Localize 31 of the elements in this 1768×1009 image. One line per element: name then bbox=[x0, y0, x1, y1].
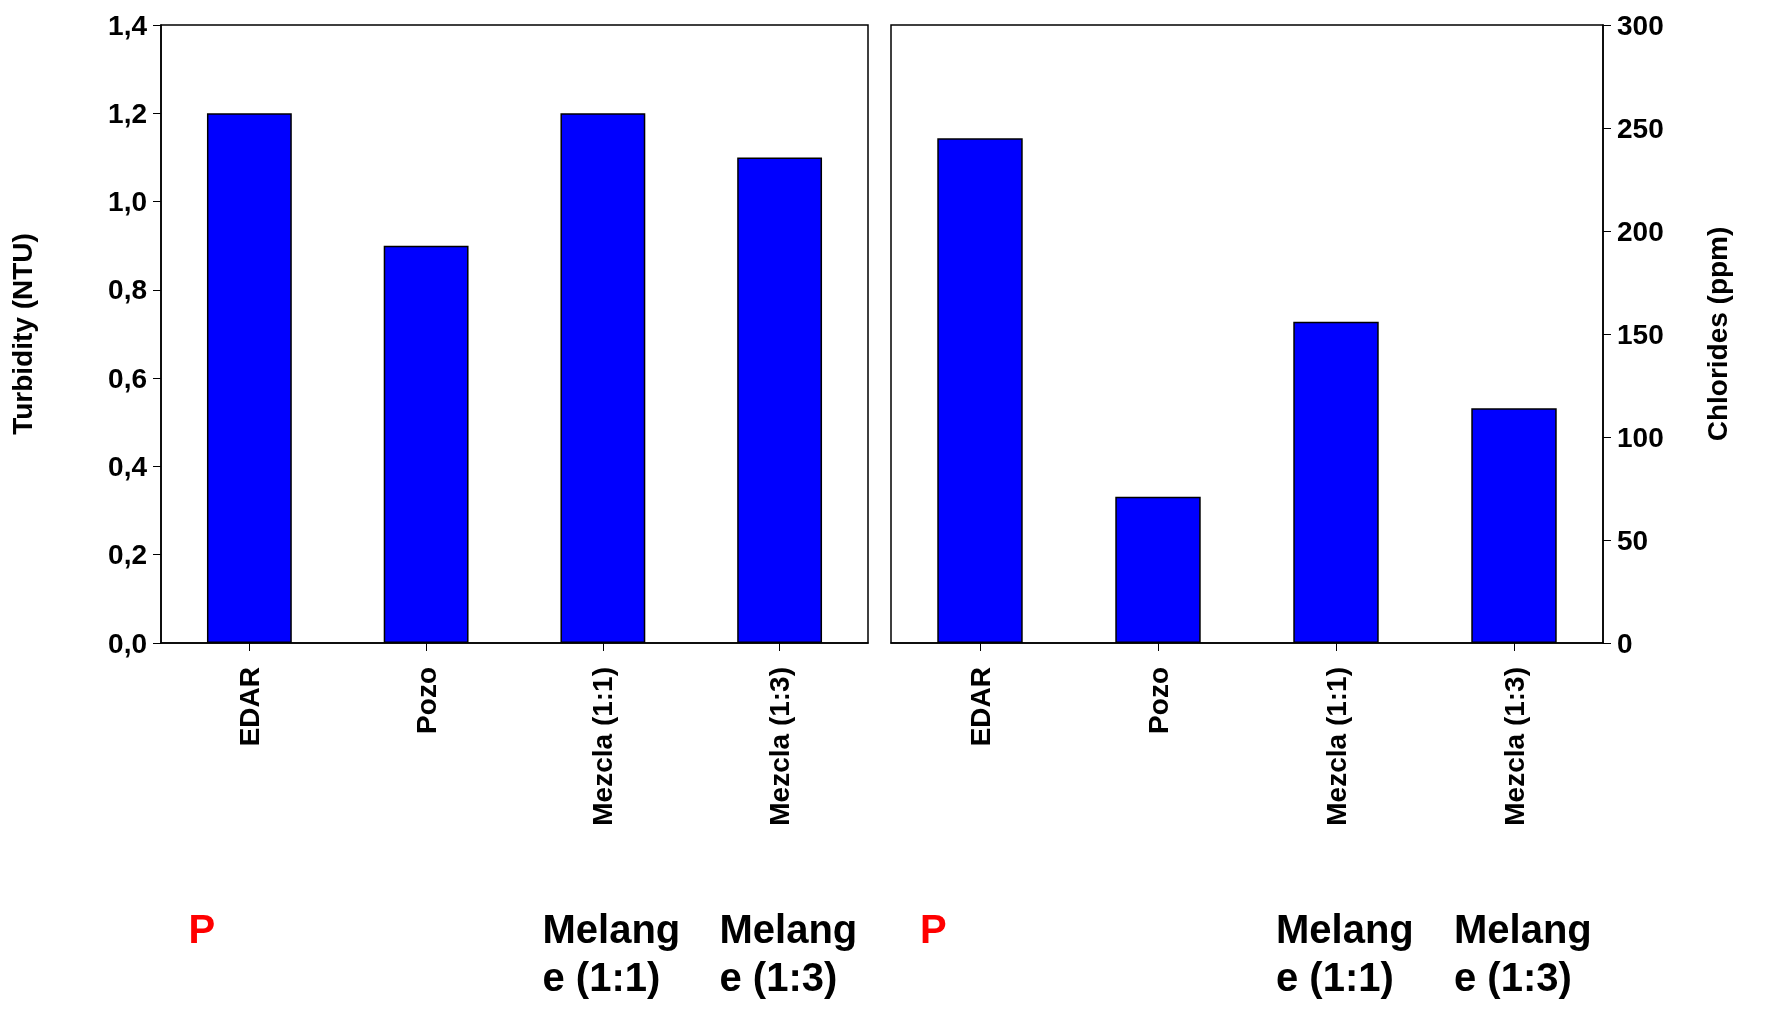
x-tick-label: Mezcla (1:1) bbox=[587, 667, 619, 826]
x-tick-label: Mezcla (1:3) bbox=[1498, 667, 1530, 826]
y-tick-label: 0,0 bbox=[108, 627, 147, 659]
y-axis-title: Turbidity (NTU) bbox=[6, 233, 38, 435]
y-tick-label: 1,0 bbox=[108, 186, 147, 218]
y2-tick-label: 200 bbox=[1617, 215, 1664, 247]
y2-tick-label: 150 bbox=[1617, 318, 1664, 350]
y2-tick-label: 300 bbox=[1617, 9, 1664, 41]
y2-tick-label: 250 bbox=[1617, 112, 1664, 144]
text: Melange (1:1) bbox=[1276, 907, 1414, 999]
x-tick-label: Mezcla (1:1) bbox=[1320, 667, 1352, 826]
y-tick-label: 1,4 bbox=[108, 9, 148, 41]
y2-axis-title: Chlorides (ppm) bbox=[1701, 226, 1733, 442]
x-tick-label: Pozo bbox=[1142, 667, 1174, 734]
y-tick-label: 0,2 bbox=[108, 539, 147, 571]
text: Melange (1:3) bbox=[1454, 907, 1592, 999]
x-tick-label: Mezcla (1:3) bbox=[764, 667, 796, 826]
y-tick-label: 0,4 bbox=[108, 450, 148, 482]
y2-tick-label: 100 bbox=[1617, 421, 1664, 453]
y-tick-label: 1,2 bbox=[108, 97, 147, 129]
x-tick-label: Pozo bbox=[410, 667, 442, 734]
text: P bbox=[188, 907, 216, 951]
x-tick-label: EDAR bbox=[233, 667, 265, 747]
text: Melange (1:3) bbox=[719, 907, 858, 999]
y-tick-label: 0,6 bbox=[108, 362, 147, 394]
y-tick-label: 0,8 bbox=[108, 274, 147, 306]
text: P bbox=[920, 907, 947, 951]
y2-tick-label: 0 bbox=[1617, 627, 1633, 659]
x-tick-label: EDAR bbox=[964, 667, 996, 747]
y2-tick-label: 50 bbox=[1617, 524, 1649, 556]
text: Melange (1:1) bbox=[542, 907, 681, 999]
